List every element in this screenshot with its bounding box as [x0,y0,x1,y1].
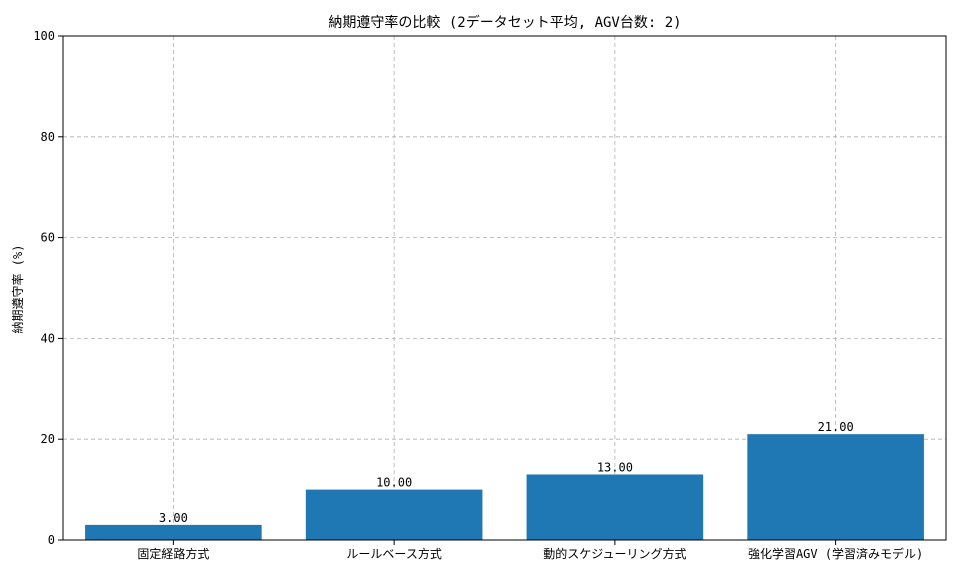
bar [526,474,704,540]
y-tick-label: 40 [41,331,55,345]
bar-value-label: 10.00 [376,476,412,490]
bars [85,434,924,540]
y-tick-label: 100 [33,29,55,43]
data-labels: 3.00 10.00 13.00 21.00 [159,420,854,525]
x-tick-label: 動的スケジューリング方式 [543,546,686,561]
y-tick-label: 20 [41,432,55,446]
bar-value-label: 3.00 [159,511,188,525]
chart-title: 納期遵守率の比較 (2データセット平均, AGV台数: 2) [328,14,681,31]
y-tick-label: 60 [41,231,55,245]
bar [85,524,262,540]
bar [747,434,924,540]
axes: 0 20 40 60 80 100 固定経路方式 ルールベース方式 動的スケジューリング方式 強化… [33,29,947,561]
x-tick-label: 強化学習AGV (学習済みモデル) [748,546,923,561]
y-tick-label: 0 [48,533,55,547]
y-axis-label: 納期遵守率 (%) [10,245,25,334]
plot-frame [62,35,947,541]
bar-value-label: 21.00 [818,420,854,434]
x-tick-label: 固定経路方式 [137,546,209,561]
x-tick-label: ルールベース方式 [346,546,441,561]
bar [305,489,483,540]
bar-value-label: 13.00 [597,460,633,474]
y-tick-label: 80 [41,130,55,144]
